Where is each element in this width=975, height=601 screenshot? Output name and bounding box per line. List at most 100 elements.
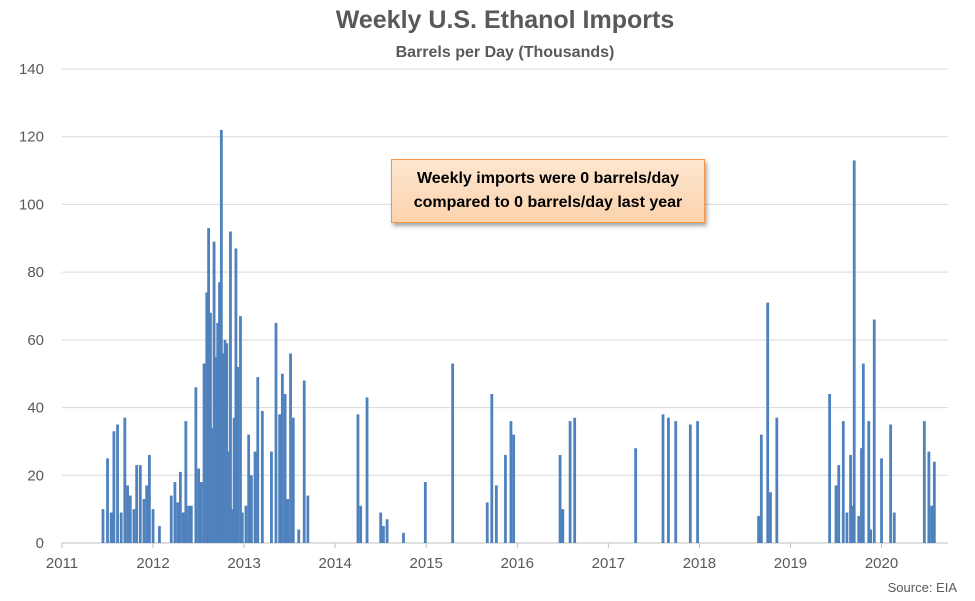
bar xyxy=(132,509,136,543)
source-note: Source: EIA xyxy=(887,580,957,595)
bar xyxy=(250,475,253,543)
bar xyxy=(123,417,127,543)
bar xyxy=(759,434,763,543)
bar xyxy=(240,512,244,543)
y-tick-label: 0 xyxy=(36,535,44,552)
bar xyxy=(485,502,489,543)
bar xyxy=(189,505,193,543)
bar xyxy=(860,448,863,543)
bar xyxy=(158,526,161,543)
bar xyxy=(230,509,234,543)
bar xyxy=(209,312,212,543)
bar xyxy=(278,414,282,543)
bar xyxy=(178,471,182,543)
x-tick-label: 2015 xyxy=(410,555,443,572)
bar xyxy=(253,451,257,543)
bar xyxy=(145,485,149,543)
x-tick-label: 2016 xyxy=(501,555,534,572)
bar xyxy=(109,512,113,543)
bar xyxy=(210,427,214,543)
bar xyxy=(674,421,678,543)
chart-title: Weekly U.S. Ethanol Imports xyxy=(335,6,675,34)
bar xyxy=(199,482,203,543)
bar xyxy=(291,417,295,543)
bar xyxy=(379,512,383,543)
bar xyxy=(176,502,180,543)
bar xyxy=(872,319,876,543)
bar xyxy=(867,421,871,543)
bar xyxy=(173,482,177,543)
bar xyxy=(256,377,260,543)
bar xyxy=(225,343,229,543)
bar xyxy=(512,434,516,543)
bar xyxy=(561,509,565,543)
bar xyxy=(850,505,854,543)
chart-subtitle: Barrels per Day (Thousands) xyxy=(395,44,615,61)
bar xyxy=(845,512,849,543)
bar xyxy=(128,495,132,543)
bar xyxy=(135,465,139,543)
bar xyxy=(558,454,562,543)
bar xyxy=(849,454,852,543)
bar xyxy=(494,485,498,543)
bar xyxy=(667,417,670,543)
bar xyxy=(930,505,934,543)
bar xyxy=(219,129,223,543)
bar xyxy=(306,495,310,543)
bar xyxy=(227,451,231,543)
bar xyxy=(283,394,287,543)
bar xyxy=(148,454,151,543)
bar xyxy=(861,363,865,543)
bar xyxy=(869,529,873,543)
bar xyxy=(661,414,665,543)
bar xyxy=(247,434,251,543)
bar xyxy=(270,451,273,543)
bar xyxy=(769,492,772,543)
bar xyxy=(274,322,278,543)
bar xyxy=(187,505,190,543)
bar xyxy=(232,417,236,543)
bar xyxy=(151,509,155,543)
x-tick-label: 2019 xyxy=(774,555,807,572)
bar xyxy=(194,387,198,543)
y-tick-label: 60 xyxy=(27,332,44,349)
bar xyxy=(880,458,883,543)
bar xyxy=(119,512,123,543)
bar xyxy=(385,519,389,543)
bar xyxy=(634,448,638,543)
bar xyxy=(101,509,105,543)
bar xyxy=(280,373,284,543)
bar xyxy=(837,465,841,543)
bar xyxy=(212,241,216,543)
annotation-box: Weekly imports were 0 barrels/day compar… xyxy=(391,159,705,223)
bar xyxy=(221,353,225,543)
bar xyxy=(423,482,427,543)
bar xyxy=(365,397,369,543)
x-tick-label: 2012 xyxy=(136,555,169,572)
bar xyxy=(490,394,494,543)
bar xyxy=(766,302,770,543)
bar xyxy=(197,468,200,543)
bar xyxy=(359,505,363,543)
x-tick-label: 2011 xyxy=(46,555,78,572)
x-tick-label: 2017 xyxy=(592,555,625,572)
bar xyxy=(841,421,845,543)
y-tick-label: 40 xyxy=(27,400,44,417)
bar xyxy=(286,498,290,543)
bar xyxy=(116,424,119,543)
y-tick-label: 120 xyxy=(19,129,44,146)
bar xyxy=(216,322,220,543)
bar xyxy=(126,485,129,543)
bar xyxy=(138,465,142,543)
bar xyxy=(218,282,221,543)
y-tick-label: 100 xyxy=(19,196,44,213)
bar xyxy=(834,485,838,543)
y-tick-label: 140 xyxy=(19,61,44,78)
bar xyxy=(289,353,292,543)
bar xyxy=(207,228,211,543)
bar xyxy=(184,421,188,543)
bar xyxy=(106,458,109,543)
bar xyxy=(889,424,893,543)
bar xyxy=(112,431,116,543)
bar xyxy=(922,421,926,543)
